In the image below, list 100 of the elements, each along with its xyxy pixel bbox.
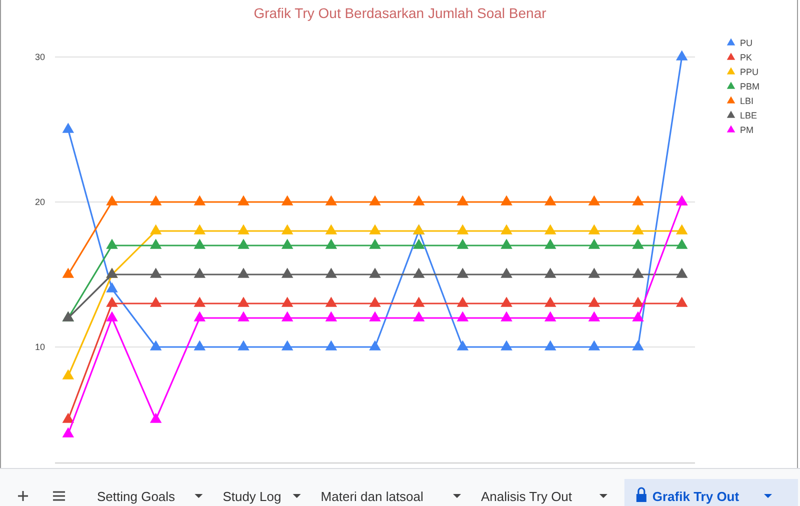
point [194,224,206,234]
point [676,296,688,307]
point [150,412,162,423]
point [238,238,250,249]
point [456,268,469,278]
point [456,340,469,350]
point [150,340,162,350]
point [106,296,118,307]
point [500,340,512,350]
chart-title: Grafik Try Out Berdasarkan Jumlah Soal Benar [254,5,547,21]
point [281,340,294,350]
point [456,238,469,249]
point [632,311,644,322]
point [456,195,469,206]
point [588,224,600,234]
point [500,238,512,249]
point [238,311,250,322]
point [412,296,425,307]
legend-label: LBE [740,110,758,121]
point [238,268,250,278]
legend-label: PK [740,52,752,63]
point [588,238,600,249]
point [369,195,381,206]
point [588,340,600,350]
point [544,238,556,249]
point [369,311,381,322]
legend-label: PM [740,125,754,136]
text: Grafik Try Out [652,489,740,504]
point [62,427,74,438]
point [238,195,250,206]
point [412,195,425,206]
point [676,50,688,60]
point [281,238,294,249]
point [500,195,512,206]
point [588,268,600,278]
point [325,268,338,278]
point [544,296,556,307]
point [194,340,206,350]
point [676,268,688,278]
point [369,268,381,278]
point [632,268,644,278]
point [150,296,162,307]
point [106,311,118,322]
point [412,311,425,322]
point [544,224,556,234]
point [62,412,74,423]
point [500,311,512,322]
point [632,238,644,249]
point [194,268,206,278]
point [456,224,469,234]
point [412,268,425,278]
point [369,238,381,249]
point [281,296,294,307]
point [588,296,600,307]
point [150,268,162,278]
point [194,296,206,307]
point [544,311,556,322]
legend-label: PPU [740,67,759,78]
point [150,224,162,234]
point [106,238,118,249]
point [456,296,469,307]
text: Analisis Try Out [481,489,572,504]
point [632,224,644,234]
point [62,122,74,133]
point [325,311,338,322]
legend-label: LBI [740,96,754,106]
y-tick-label: 20 [34,197,45,208]
point [325,296,338,307]
text: Setting Goals [97,489,176,504]
point [238,224,250,234]
y-tick-label: 10 [34,342,45,352]
point [456,311,469,322]
point [588,311,600,322]
point [369,340,381,350]
point [194,311,206,322]
point [281,311,294,322]
text: Materi dan latsoal [320,489,424,504]
text: Study Log [222,489,282,504]
point [194,195,206,206]
point [676,224,688,234]
point [500,296,512,307]
point [281,195,294,206]
point [632,296,644,307]
point [62,369,74,380]
point [369,296,381,307]
point [632,340,644,350]
point [544,340,556,350]
point [412,238,425,249]
point [106,195,118,206]
legend-label: PU [740,38,753,48]
point [676,238,688,249]
point [106,282,118,292]
point [544,195,556,206]
point [150,195,162,206]
point [500,224,512,234]
point [325,340,338,350]
point [281,224,294,234]
point [369,224,381,234]
y-tick-label: 30 [34,52,45,62]
point [62,268,74,278]
